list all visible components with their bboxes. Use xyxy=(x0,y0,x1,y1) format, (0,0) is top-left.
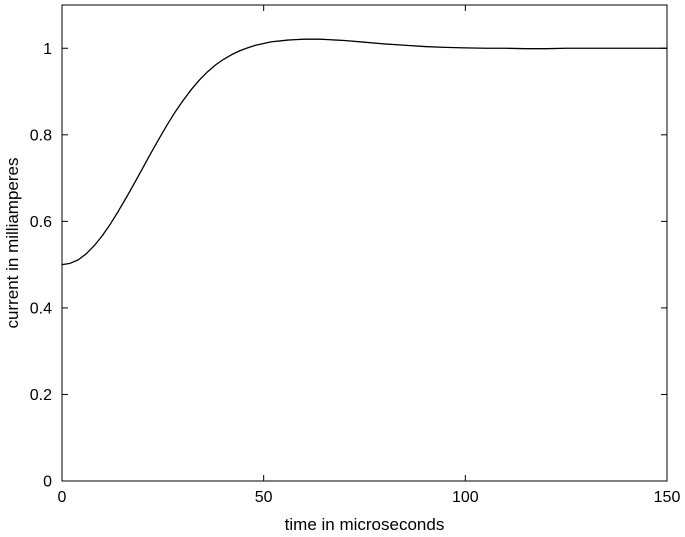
axes-frame xyxy=(61,4,668,482)
y-tick-label: 0.8 xyxy=(30,127,52,144)
y-tick-label: 1 xyxy=(43,41,52,58)
x-tick-label: 100 xyxy=(452,489,479,506)
x-axis-label: time in microseconds xyxy=(285,515,445,534)
series-line xyxy=(61,38,668,266)
plot-area: 0 50 100 150 0 0.2 0.4 0.6 0.8 1 xyxy=(30,4,681,506)
x-tick-label: 150 xyxy=(654,489,681,506)
x-tick-label: 50 xyxy=(255,489,273,506)
y-tick-label: 0.6 xyxy=(30,214,52,231)
x-tick-label: 0 xyxy=(58,489,67,506)
y-axis-label: current in milliamperes xyxy=(3,158,22,329)
y-tick-label: 0 xyxy=(43,474,52,491)
y-tick-label: 0.2 xyxy=(30,387,52,404)
y-tick-label: 0.4 xyxy=(30,300,52,317)
